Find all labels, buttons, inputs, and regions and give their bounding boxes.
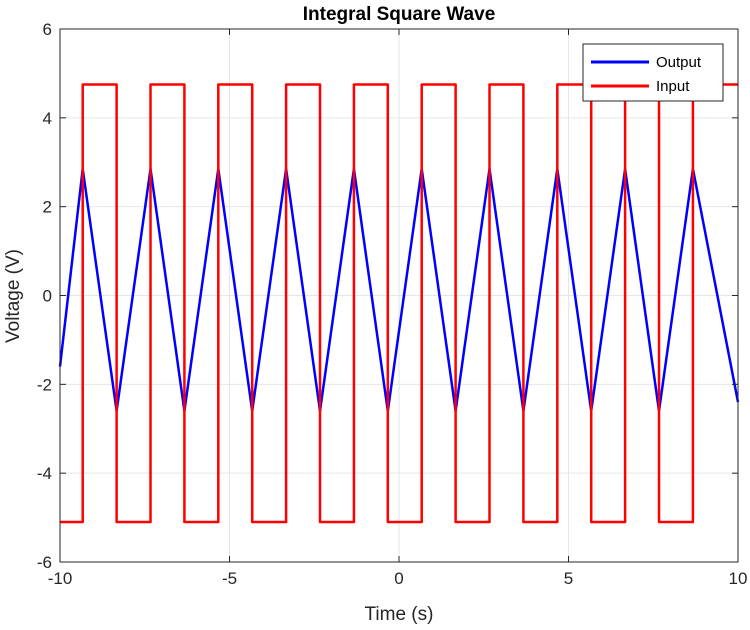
chart-title: Integral Square Wave	[303, 4, 496, 25]
y-tick-label: -4	[37, 464, 52, 483]
x-axis-label: Time (s)	[365, 604, 434, 625]
x-tick-label: 10	[729, 569, 748, 588]
y-tick-label: 6	[43, 20, 52, 39]
series-line-input	[60, 83, 738, 524]
x-tick-label: 0	[394, 569, 403, 588]
legend-box	[582, 43, 724, 102]
x-tick-label: 5	[564, 569, 573, 588]
legend-label-input: Input	[656, 78, 690, 95]
y-tick-label: -2	[37, 375, 52, 394]
y-tick-label: 4	[43, 109, 52, 128]
legend-label-output: Output	[656, 54, 702, 71]
series-layer	[58, 83, 740, 524]
y-tick-label: -6	[37, 553, 52, 572]
legend: Output Input	[582, 43, 724, 102]
y-tick-label: 2	[43, 198, 52, 217]
y-tick-label: 0	[43, 287, 52, 306]
x-tick-label: -5	[222, 569, 237, 588]
x-tick-label: -10	[48, 569, 73, 588]
y-axis-label: Voltage (V)	[3, 249, 24, 343]
tick-layer: -10 -5 0 5 10 -6 -4 -2 0 2 4 6	[37, 20, 748, 588]
